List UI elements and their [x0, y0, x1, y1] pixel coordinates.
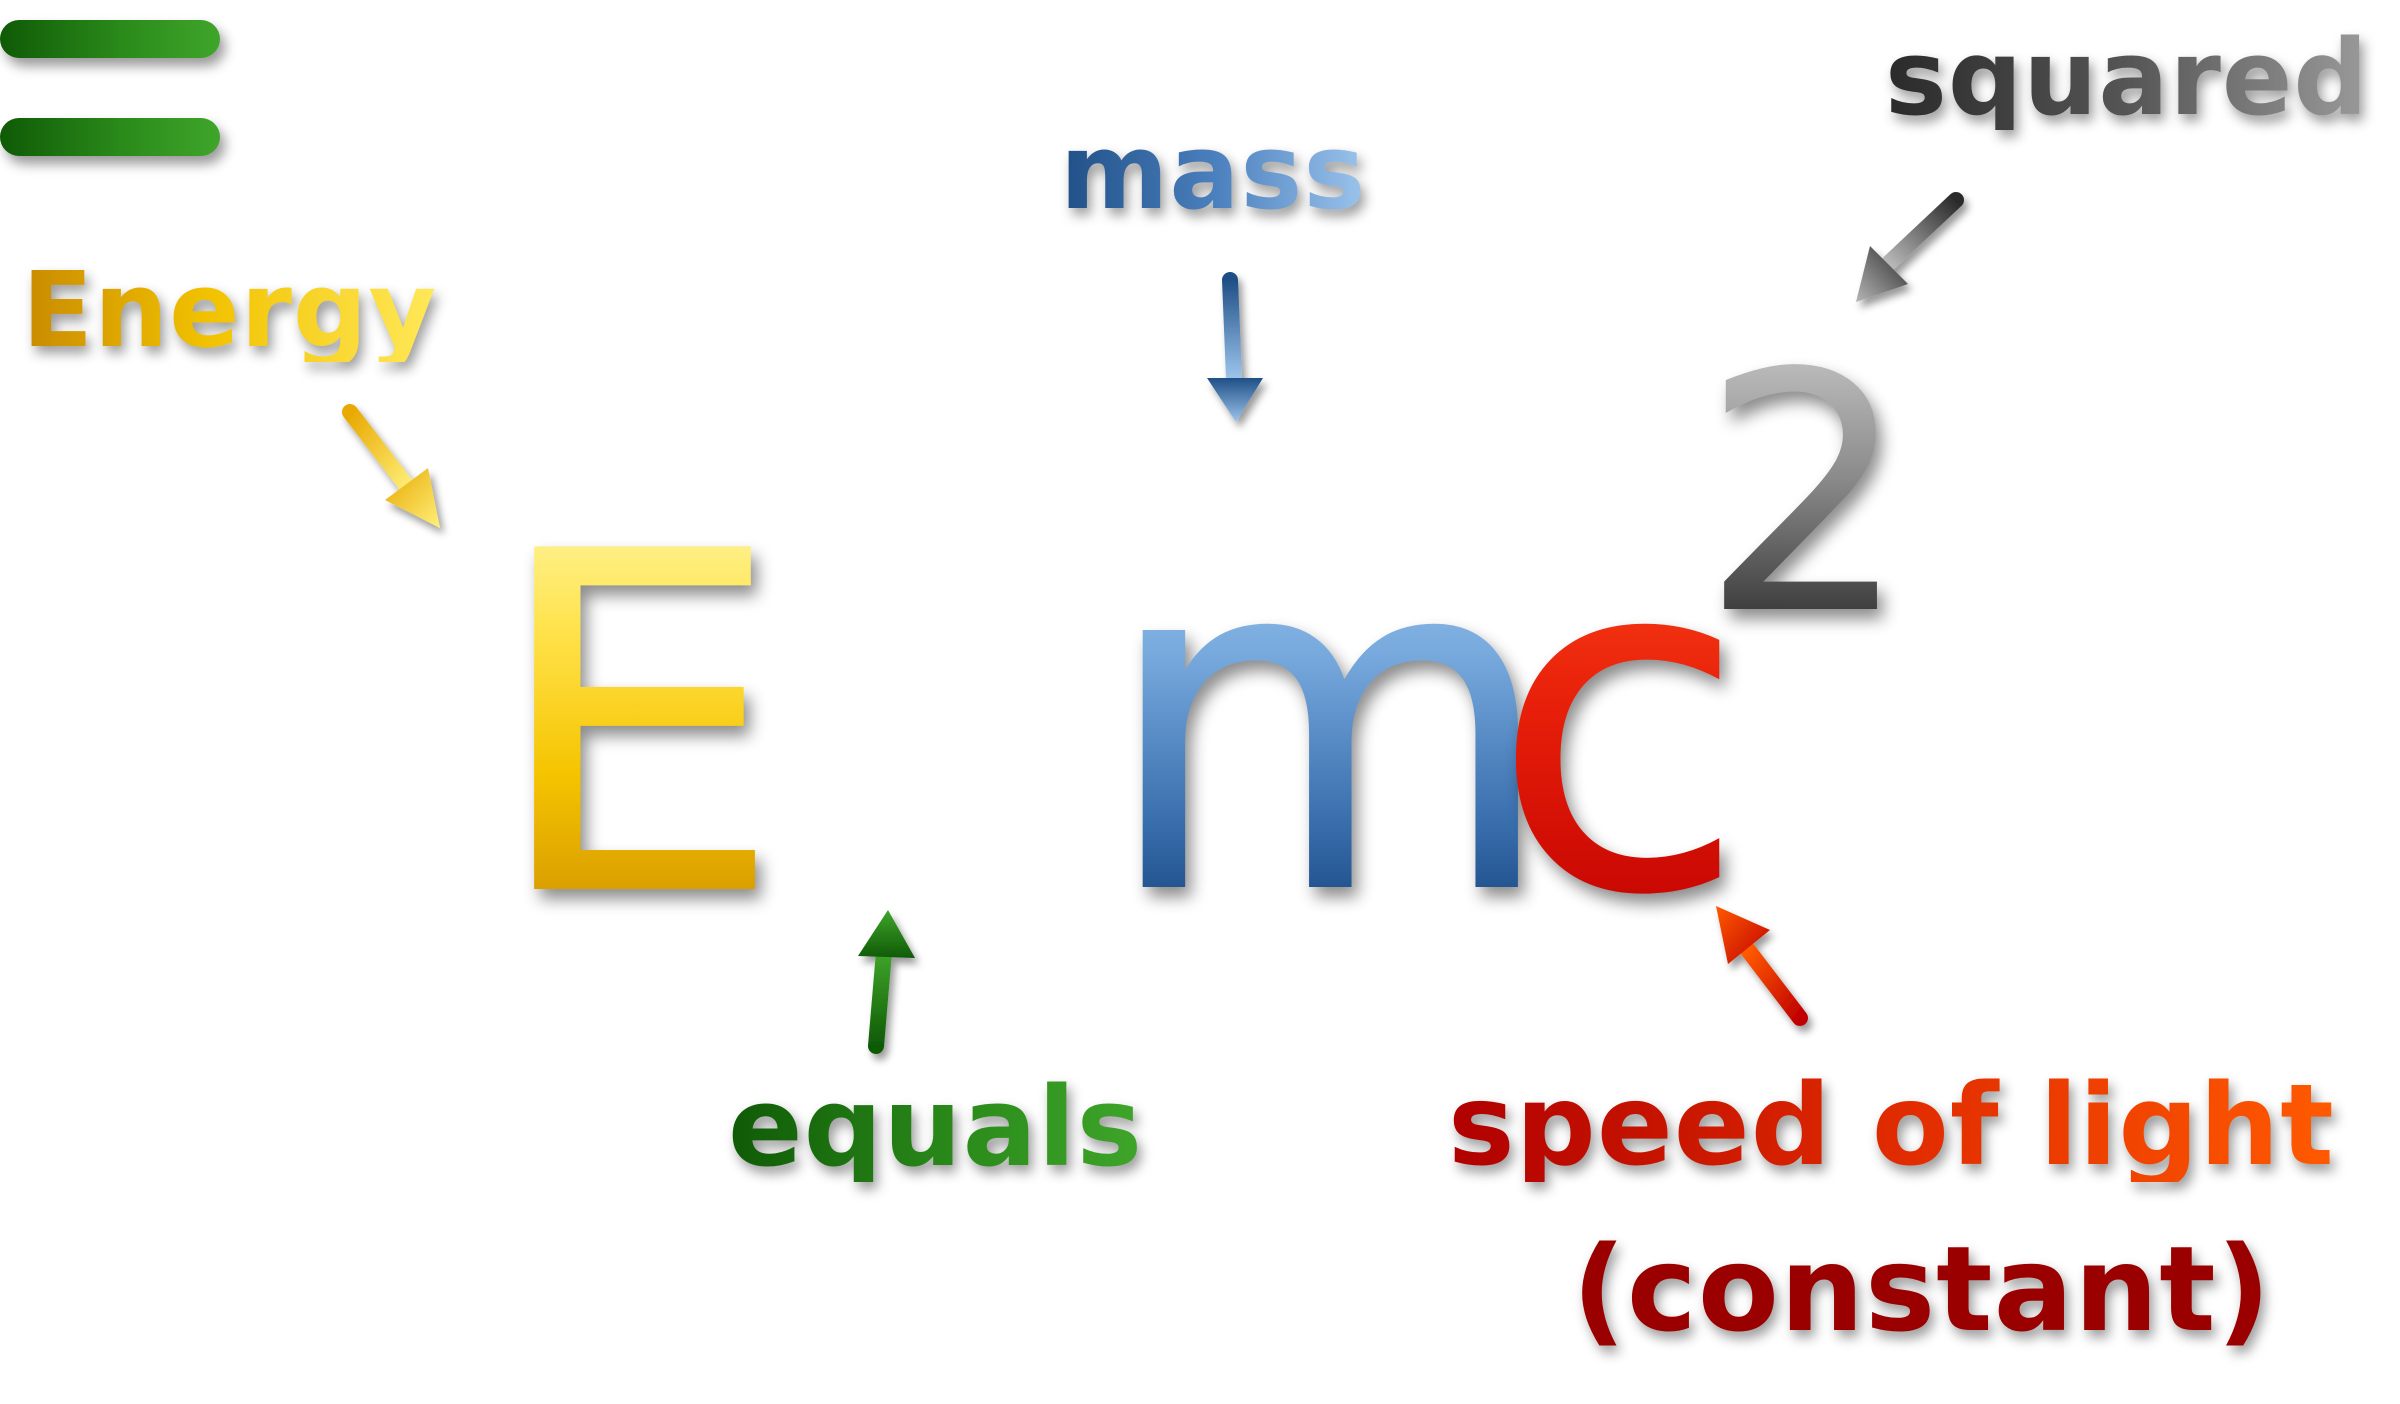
label-speed-of-light: speed of light	[1448, 1061, 2335, 1191]
label-energy: Energy	[22, 249, 438, 371]
speed-of-light-symbol: c	[1490, 451, 1749, 998]
equals-bar-bottom	[0, 118, 220, 156]
energy-symbol: E	[488, 453, 785, 1000]
arrow-up-left-icon	[1716, 906, 1808, 1026]
exponent-symbol: 2	[1700, 303, 1910, 687]
arrow-down-right-icon	[342, 404, 440, 528]
label-constant: (constant)	[1572, 1220, 2272, 1358]
arrow-down-left-icon	[1856, 192, 1964, 302]
equals-bar-top	[0, 20, 220, 58]
mass-symbol: m	[1100, 451, 1558, 998]
equals-symbol	[0, 0, 220, 160]
label-squared: squared	[1885, 17, 2369, 139]
label-equals: equals	[728, 1063, 1144, 1191]
arrow-down-icon	[1207, 272, 1263, 422]
label-mass: mass	[1060, 111, 1367, 233]
arrow-up-icon	[858, 910, 915, 1054]
